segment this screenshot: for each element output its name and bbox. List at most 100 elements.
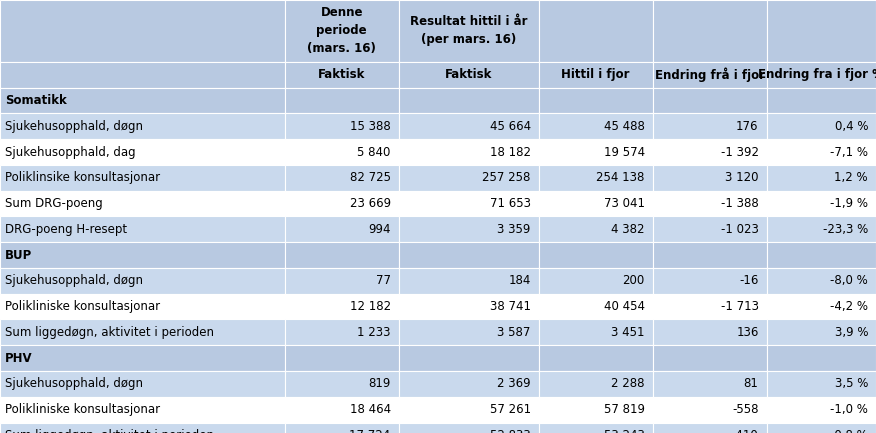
Bar bbox=[653, 139, 766, 165]
Text: Denne
periode
(mars. 16): Denne periode (mars. 16) bbox=[307, 6, 376, 55]
Text: 1,2 %: 1,2 % bbox=[835, 171, 868, 184]
Bar bbox=[285, 397, 399, 423]
Bar bbox=[285, 345, 399, 371]
Text: Somatikk: Somatikk bbox=[5, 94, 67, 107]
Text: 73 041: 73 041 bbox=[604, 197, 645, 210]
Bar bbox=[539, 294, 653, 320]
Bar bbox=[399, 268, 539, 294]
Bar bbox=[766, 62, 876, 87]
Text: 53 243: 53 243 bbox=[604, 429, 645, 433]
Bar bbox=[539, 320, 653, 345]
Text: 176: 176 bbox=[736, 120, 759, 133]
Bar bbox=[0, 320, 285, 345]
Bar bbox=[766, 191, 876, 216]
Bar bbox=[766, 216, 876, 242]
Bar bbox=[0, 371, 285, 397]
Bar bbox=[653, 345, 766, 371]
Bar bbox=[399, 216, 539, 242]
Bar bbox=[766, 242, 876, 268]
Bar bbox=[0, 294, 285, 320]
Bar bbox=[399, 423, 539, 433]
Bar bbox=[0, 242, 285, 268]
Text: 4 382: 4 382 bbox=[611, 223, 645, 236]
Bar bbox=[766, 87, 876, 113]
Bar bbox=[0, 0, 285, 62]
Bar bbox=[539, 242, 653, 268]
Text: Sjukehusopphald, døgn: Sjukehusopphald, døgn bbox=[5, 275, 144, 288]
Bar bbox=[766, 320, 876, 345]
Text: 23 669: 23 669 bbox=[350, 197, 391, 210]
Bar bbox=[653, 87, 766, 113]
Bar bbox=[539, 216, 653, 242]
Text: 38 741: 38 741 bbox=[490, 300, 531, 313]
Text: 82 725: 82 725 bbox=[350, 171, 391, 184]
Bar bbox=[285, 423, 399, 433]
Text: 3 587: 3 587 bbox=[498, 326, 531, 339]
Bar bbox=[653, 62, 766, 87]
Bar bbox=[399, 397, 539, 423]
Bar bbox=[653, 242, 766, 268]
Text: Faktisk: Faktisk bbox=[445, 68, 492, 81]
Text: 3 451: 3 451 bbox=[611, 326, 645, 339]
Bar bbox=[285, 216, 399, 242]
Text: 200: 200 bbox=[623, 275, 645, 288]
Bar bbox=[285, 113, 399, 139]
Text: 136: 136 bbox=[736, 326, 759, 339]
Text: Sjukehusopphald, dag: Sjukehusopphald, dag bbox=[5, 145, 136, 158]
Bar bbox=[653, 165, 766, 191]
Bar bbox=[766, 345, 876, 371]
Bar bbox=[0, 216, 285, 242]
Text: 45 664: 45 664 bbox=[490, 120, 531, 133]
Bar bbox=[766, 397, 876, 423]
Bar bbox=[285, 139, 399, 165]
Text: 45 488: 45 488 bbox=[604, 120, 645, 133]
Bar bbox=[653, 191, 766, 216]
Text: Sum liggedøgn, aktivitet i perioden: Sum liggedøgn, aktivitet i perioden bbox=[5, 326, 215, 339]
Bar bbox=[285, 0, 399, 62]
Bar bbox=[285, 371, 399, 397]
Bar bbox=[539, 62, 653, 87]
Text: 0,4 %: 0,4 % bbox=[835, 120, 868, 133]
Text: Sum liggedøgn, aktivitet i perioden: Sum liggedøgn, aktivitet i perioden bbox=[5, 429, 215, 433]
Text: 40 454: 40 454 bbox=[604, 300, 645, 313]
Bar bbox=[766, 371, 876, 397]
Text: 2 288: 2 288 bbox=[611, 378, 645, 391]
Text: -1 392: -1 392 bbox=[721, 145, 759, 158]
Bar bbox=[285, 165, 399, 191]
Text: 52 833: 52 833 bbox=[490, 429, 531, 433]
Text: 18 464: 18 464 bbox=[350, 403, 391, 416]
Bar bbox=[399, 62, 539, 87]
Text: 12 182: 12 182 bbox=[350, 300, 391, 313]
Bar bbox=[0, 87, 285, 113]
Bar bbox=[539, 113, 653, 139]
Bar bbox=[653, 0, 766, 62]
Bar bbox=[653, 294, 766, 320]
Text: 18 182: 18 182 bbox=[490, 145, 531, 158]
Bar bbox=[539, 139, 653, 165]
Text: Polikliniske konsultasjonar: Polikliniske konsultasjonar bbox=[5, 300, 160, 313]
Bar bbox=[0, 165, 285, 191]
Text: Sum DRG-poeng: Sum DRG-poeng bbox=[5, 197, 103, 210]
Bar bbox=[399, 139, 539, 165]
Text: Hittil i fjor: Hittil i fjor bbox=[562, 68, 630, 81]
Bar bbox=[0, 113, 285, 139]
Bar bbox=[766, 113, 876, 139]
Text: 15 388: 15 388 bbox=[350, 120, 391, 133]
Bar bbox=[539, 397, 653, 423]
Bar bbox=[285, 294, 399, 320]
Bar bbox=[653, 371, 766, 397]
Text: 57 819: 57 819 bbox=[604, 403, 645, 416]
Bar bbox=[539, 423, 653, 433]
Text: -1,0 %: -1,0 % bbox=[830, 403, 868, 416]
Text: -16: -16 bbox=[739, 275, 759, 288]
Text: -410: -410 bbox=[731, 429, 759, 433]
Bar bbox=[539, 191, 653, 216]
Text: Poliklinsike konsultasjonar: Poliklinsike konsultasjonar bbox=[5, 171, 160, 184]
Text: Endring frå i fjor: Endring frå i fjor bbox=[654, 68, 765, 82]
Text: Sjukehusopphald, døgn: Sjukehusopphald, døgn bbox=[5, 120, 144, 133]
Bar bbox=[399, 345, 539, 371]
Bar bbox=[399, 320, 539, 345]
Bar bbox=[285, 62, 399, 87]
Text: 57 261: 57 261 bbox=[490, 403, 531, 416]
Text: 71 653: 71 653 bbox=[490, 197, 531, 210]
